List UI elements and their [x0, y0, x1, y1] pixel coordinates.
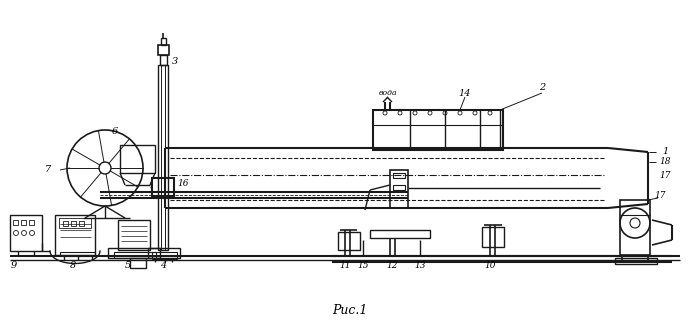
Text: вода: вода [379, 89, 397, 97]
Bar [21, 220, 26, 225]
Bar [108, 248, 160, 258]
Bar [152, 252, 177, 259]
Text: 13: 13 [415, 261, 426, 269]
Text: 2: 2 [539, 83, 545, 93]
Bar [393, 173, 405, 178]
Bar [370, 230, 430, 238]
Text: 9: 9 [11, 261, 17, 269]
Text: 5: 5 [125, 261, 131, 269]
Bar [59, 218, 91, 228]
Circle shape [488, 111, 492, 115]
Bar [161, 38, 166, 45]
Text: 15: 15 [357, 261, 369, 269]
Circle shape [473, 111, 477, 115]
Bar [148, 248, 180, 258]
Text: Рис.1: Рис.1 [332, 303, 368, 317]
Bar [10, 215, 42, 251]
Text: 12: 12 [387, 261, 398, 269]
Bar [373, 110, 503, 150]
Bar [338, 232, 360, 250]
Text: 17: 17 [654, 191, 665, 199]
Bar [158, 45, 169, 55]
Text: 10: 10 [484, 261, 496, 269]
Circle shape [443, 111, 447, 115]
Bar [615, 258, 657, 264]
Text: 11: 11 [339, 261, 351, 269]
Text: 14: 14 [459, 89, 471, 97]
Bar [118, 220, 150, 250]
Bar [152, 178, 174, 196]
Text: 4: 4 [160, 261, 166, 269]
Bar [160, 55, 167, 65]
Bar [13, 220, 18, 225]
Text: 17: 17 [659, 170, 671, 180]
Bar [620, 200, 650, 255]
Bar [114, 252, 156, 258]
Text: 6: 6 [112, 128, 118, 136]
Bar [60, 252, 95, 256]
Text: 16: 16 [178, 179, 189, 187]
Text: 8: 8 [70, 261, 76, 269]
Circle shape [428, 111, 432, 115]
Bar [158, 65, 168, 250]
Circle shape [413, 111, 417, 115]
Bar [29, 220, 34, 225]
Circle shape [383, 111, 387, 115]
Bar [55, 215, 95, 255]
Circle shape [458, 111, 462, 115]
Text: 18: 18 [659, 158, 671, 166]
Bar [79, 221, 84, 226]
Bar [63, 221, 68, 226]
Bar [482, 227, 504, 247]
Bar [71, 221, 76, 226]
Bar [130, 258, 146, 268]
Text: 7: 7 [45, 165, 51, 175]
Bar [390, 170, 408, 208]
Bar [393, 185, 405, 190]
Circle shape [398, 111, 402, 115]
Text: 1: 1 [662, 147, 668, 157]
Text: 3: 3 [172, 58, 178, 66]
Bar [120, 145, 155, 173]
